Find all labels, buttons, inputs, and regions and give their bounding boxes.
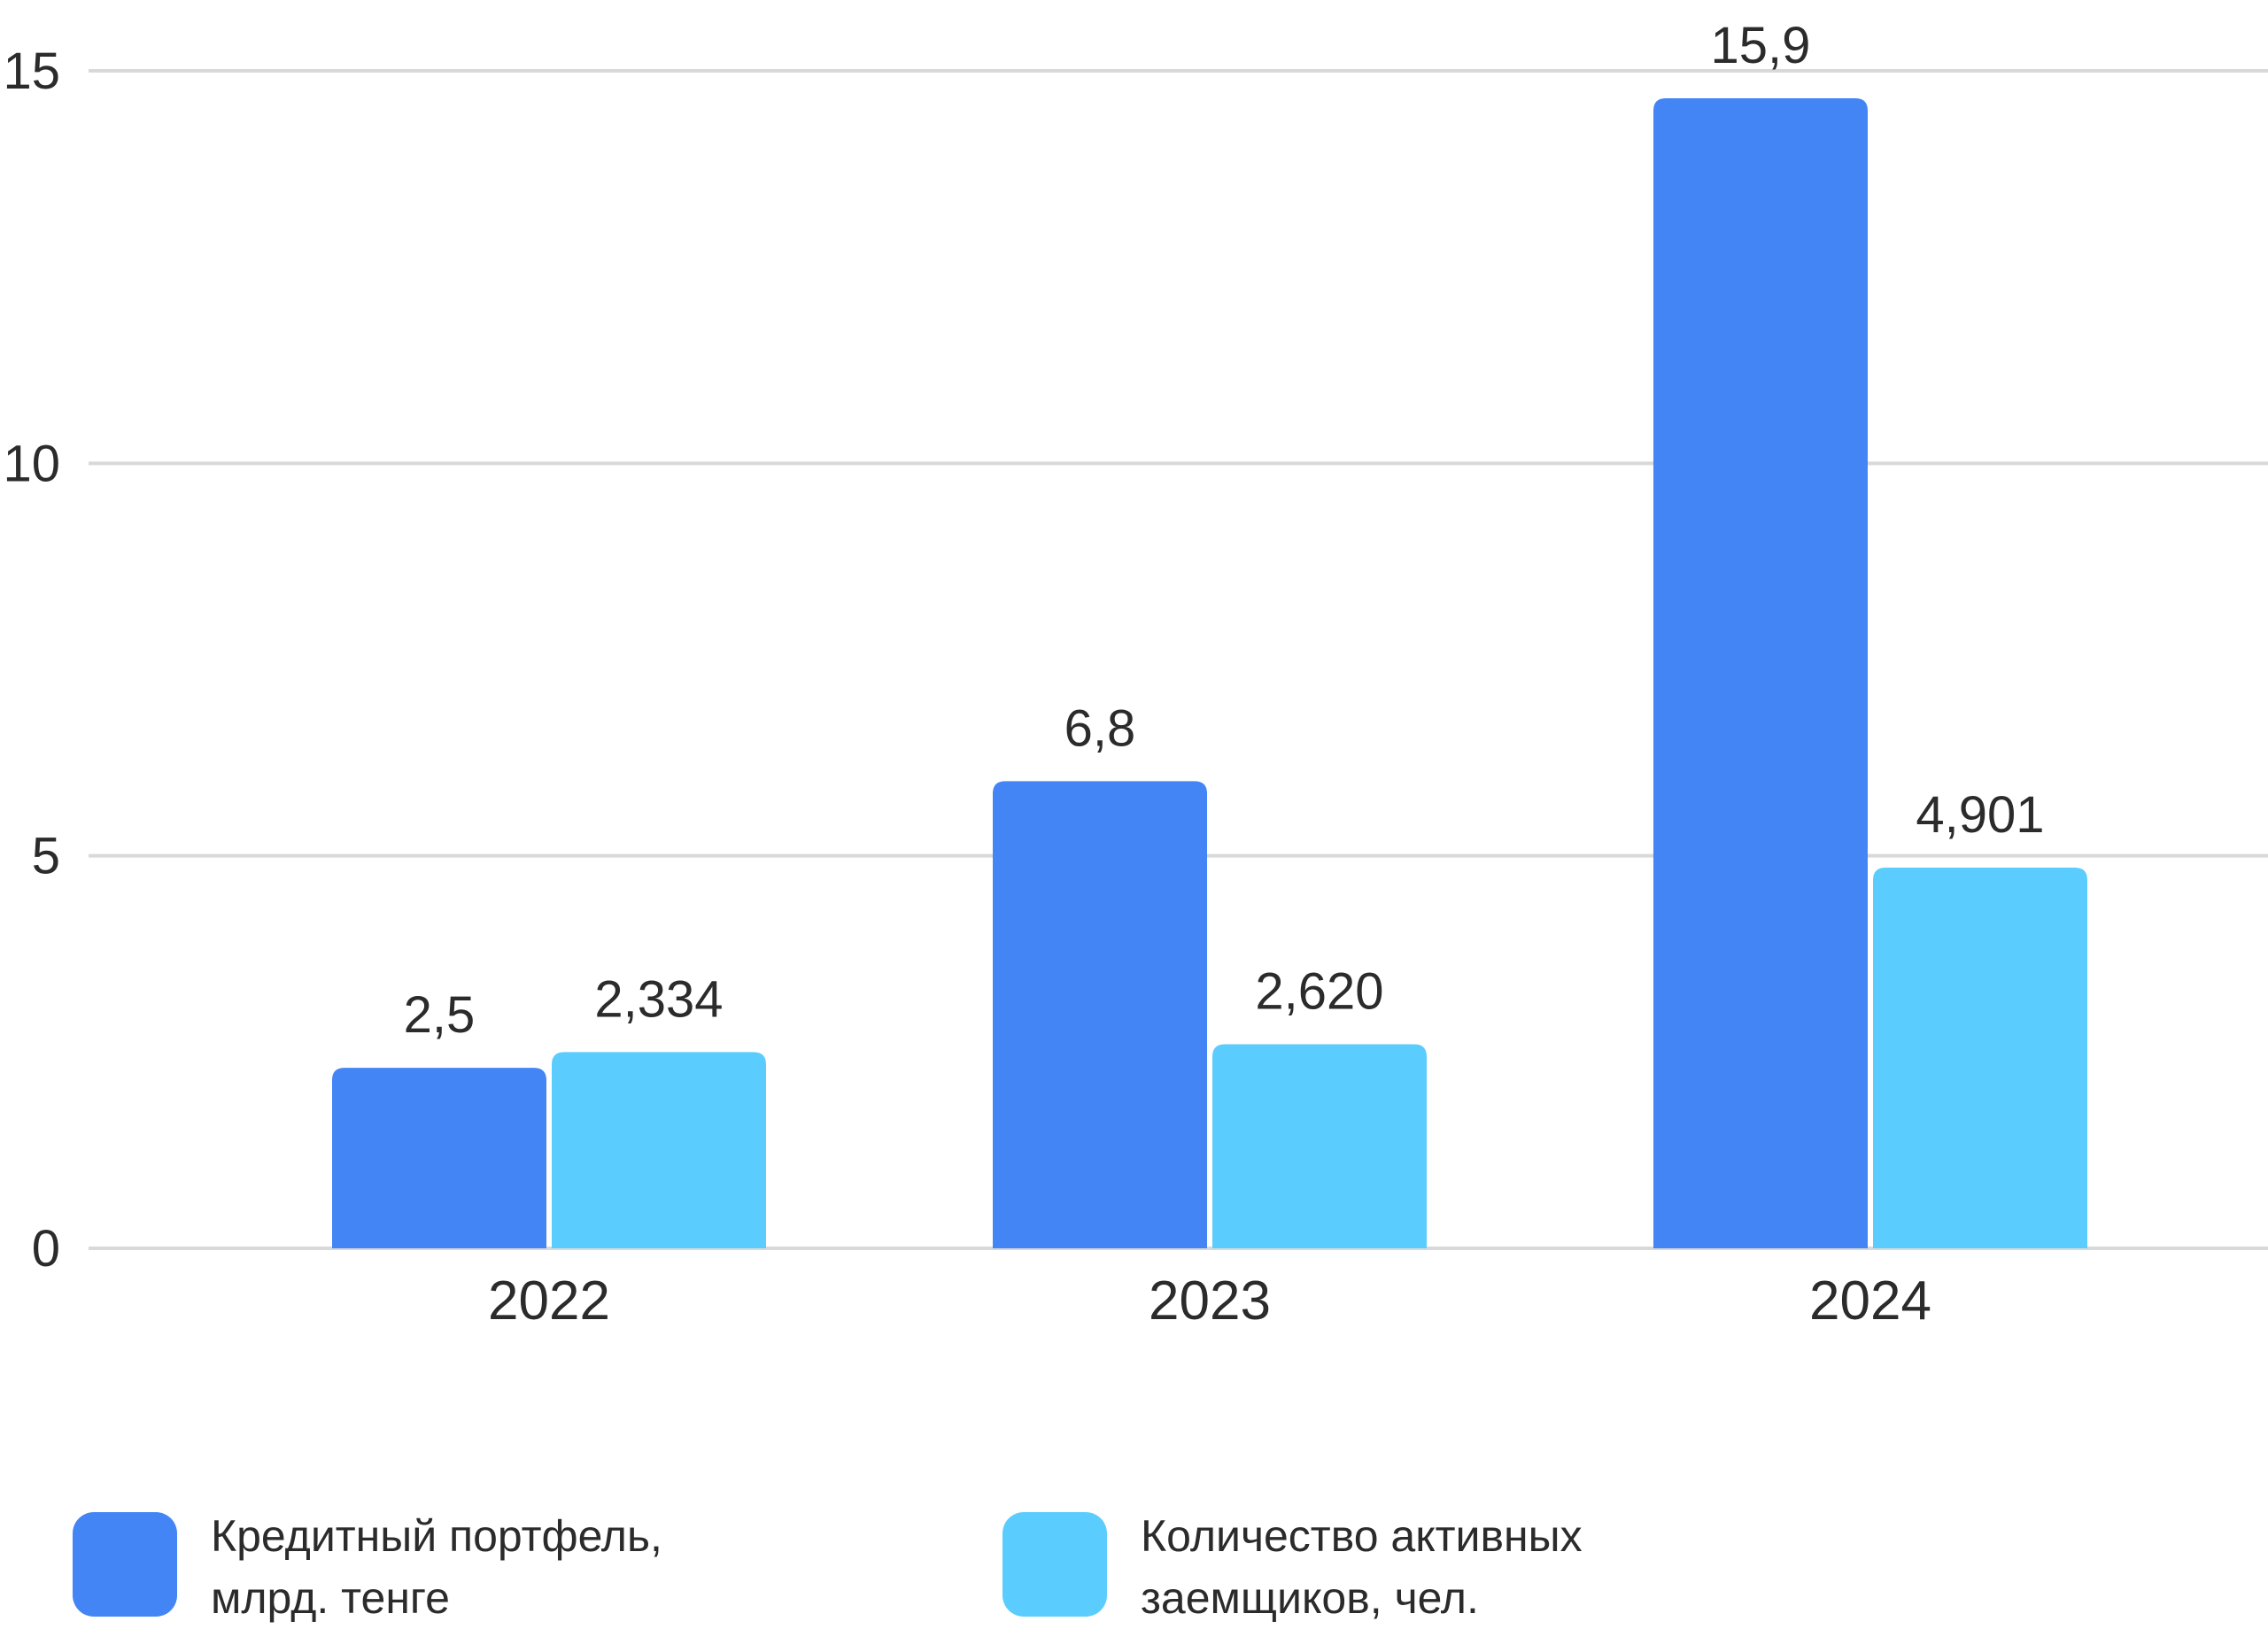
data-label: 4,901 bbox=[1916, 786, 2044, 844]
bar-active-borrowers-2024 bbox=[1873, 867, 2087, 1248]
bars bbox=[332, 98, 2087, 1249]
legend-swatch-active-borrowers bbox=[1002, 1512, 1107, 1617]
legend-label-line: млрд. тенге bbox=[211, 1573, 450, 1623]
y-axis-ticks: 0 5 10 15 bbox=[3, 42, 60, 1278]
bar-loan-portfolio-2022 bbox=[332, 1068, 546, 1248]
data-label: 15,9 bbox=[1711, 17, 1811, 74]
legend-item-active-borrowers: Количество активных заемщиков, чел. bbox=[1002, 1505, 1707, 1629]
legend-label-line: Кредитный портфель, bbox=[211, 1511, 662, 1561]
legend-swatch-loan-portfolio bbox=[73, 1512, 177, 1617]
y-tick-label: 5 bbox=[32, 828, 60, 885]
data-label: 2,5 bbox=[404, 986, 476, 1044]
data-label: 2,334 bbox=[594, 970, 723, 1028]
x-category-label: 2023 bbox=[1149, 1270, 1271, 1332]
data-labels: 2,5 2,334 6,8 2,620 15,9 4,901 bbox=[404, 17, 2045, 1044]
y-tick-label: 10 bbox=[3, 435, 60, 492]
y-tick-label: 0 bbox=[32, 1220, 60, 1278]
legend-item-loan-portfolio: Кредитный портфель, млрд. тенге bbox=[73, 1505, 778, 1629]
bar-active-borrowers-2023 bbox=[1212, 1044, 1427, 1248]
data-label: 6,8 bbox=[1064, 699, 1136, 757]
legend-label-active-borrowers: Количество активных заемщиков, чел. bbox=[1141, 1505, 1707, 1629]
legend-label-line: Количество активных bbox=[1141, 1511, 1583, 1561]
bar-active-borrowers-2022 bbox=[552, 1052, 766, 1248]
data-label: 2,620 bbox=[1255, 962, 1383, 1020]
bar-loan-portfolio-2024 bbox=[1653, 98, 1868, 1249]
y-tick-label: 15 bbox=[3, 42, 60, 100]
x-category-label: 2022 bbox=[488, 1270, 610, 1332]
x-axis-categories: 2022 2023 2024 bbox=[488, 1270, 1931, 1332]
bar-loan-portfolio-2023 bbox=[993, 781, 1207, 1248]
legend-label-loan-portfolio: Кредитный портфель, млрд. тенге bbox=[211, 1505, 778, 1629]
chart-legend: Кредитный портфель, млрд. тенге Количест… bbox=[73, 1505, 2198, 1623]
x-category-label: 2024 bbox=[1809, 1270, 1931, 1332]
legend-label-line: заемщиков, чел. bbox=[1141, 1573, 1479, 1623]
